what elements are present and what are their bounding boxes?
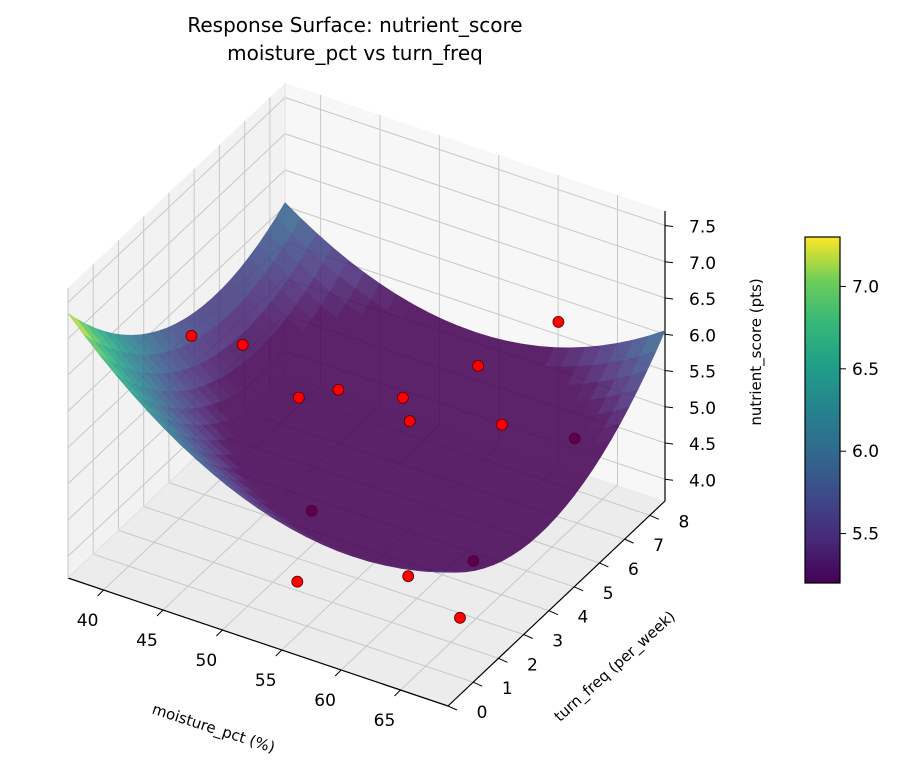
y-tick-mark <box>523 634 533 639</box>
x-tick-mark <box>394 689 401 697</box>
grid-line <box>67 97 286 303</box>
data-point <box>185 329 198 342</box>
data-point <box>402 570 415 583</box>
grid-line <box>284 205 666 335</box>
grid-line <box>400 484 618 691</box>
z-tick-label: 6.0 <box>689 326 716 346</box>
x-tick-mark <box>216 629 223 637</box>
data-point <box>552 315 565 328</box>
z-tick-label: 6.5 <box>689 290 716 310</box>
y-tick-label: 4 <box>578 608 589 628</box>
data-point <box>472 359 485 372</box>
z-tick-mark <box>664 333 674 336</box>
x-tick-label: 40 <box>77 611 99 631</box>
y-tick-mark <box>548 610 559 616</box>
x-tick-label: 65 <box>374 711 396 731</box>
grid-line <box>93 553 474 683</box>
points-above-surface <box>185 315 565 431</box>
data-point <box>291 575 304 588</box>
colorbar-tick-label: 7.0 <box>852 277 879 297</box>
y-tick-label: 8 <box>678 512 689 532</box>
y-tick-label: 6 <box>628 560 639 580</box>
x-axis-label: moisture_pct (%) <box>150 700 278 758</box>
z-axis-label: nutrient_score (pts) <box>747 278 766 425</box>
y-tick-mark <box>624 538 634 544</box>
x-tick-mark <box>275 649 283 657</box>
y-tick-mark <box>473 681 483 687</box>
y-tick-mark <box>498 657 508 663</box>
x-tick-label: 50 <box>196 651 218 671</box>
z-tick-label: 4.0 <box>689 471 716 491</box>
data-point <box>454 611 466 624</box>
z-tick-label: 5.0 <box>689 399 716 419</box>
grid-line <box>284 97 666 226</box>
y-tick-label: 5 <box>603 584 614 604</box>
colorbar: 5.5 6.0 6.5 7.0 <box>804 236 879 584</box>
z-tick-label: 4.5 <box>689 435 716 455</box>
z-tick-mark <box>664 261 674 264</box>
data-point <box>396 391 409 404</box>
colorbar-ticks: 5.5 6.0 6.5 7.0 <box>840 277 879 545</box>
y-tick-mark <box>599 562 609 568</box>
y-axis-label: turn_freq (per_week) <box>550 607 679 726</box>
x-axis-line <box>67 577 449 707</box>
colorbar-tick-label: 5.5 <box>852 525 879 545</box>
y-tick-mark <box>573 586 584 592</box>
grid-line <box>118 529 499 659</box>
y-tick-label: 2 <box>527 655 538 675</box>
z-tick-mark <box>664 370 674 372</box>
grid-line <box>284 133 666 263</box>
grid-line <box>67 205 286 412</box>
z-tick-mark <box>664 406 674 409</box>
y-tick-label: 3 <box>552 631 563 651</box>
x-tick-mark <box>156 609 164 617</box>
y-tick-mark <box>447 705 458 711</box>
y-tick-label: 0 <box>477 703 488 723</box>
data-point <box>403 415 416 428</box>
y-axis-line <box>447 500 666 707</box>
z-tick-mark <box>664 442 674 445</box>
z-tick-label: 7.0 <box>689 254 716 274</box>
y-tick-label: 7 <box>653 536 664 556</box>
x-tick-label: 55 <box>255 671 277 691</box>
z-tick-mark <box>664 297 674 300</box>
y-tick-mark <box>649 514 660 520</box>
grid-line <box>67 133 286 340</box>
x-tick-label: 45 <box>136 631 158 651</box>
colorbar-gradient <box>804 236 841 584</box>
chart-title-line2: moisture_pct vs turn_freq <box>227 41 483 65</box>
surface-patch <box>432 571 458 573</box>
data-point <box>332 383 345 396</box>
x-tick-label: 60 <box>314 691 336 711</box>
y-tick-label: 1 <box>502 679 513 699</box>
chart-title-line1: Response Surface: nutrient_score <box>187 13 522 37</box>
x-tick-mark <box>334 669 342 677</box>
z-tick-mark <box>664 478 674 481</box>
response-surface <box>67 202 666 573</box>
z-tick-label: 7.5 <box>689 218 716 238</box>
data-point <box>495 418 508 431</box>
colorbar-tick-label: 6.0 <box>852 442 879 462</box>
data-point <box>292 391 305 404</box>
z-tick-label: 5.5 <box>689 363 716 383</box>
data-point <box>236 338 249 351</box>
x-tick-mark <box>97 589 104 597</box>
colorbar-tick-label: 6.5 <box>852 360 879 380</box>
z-tick-mark <box>664 225 674 227</box>
grid-line <box>284 169 666 299</box>
